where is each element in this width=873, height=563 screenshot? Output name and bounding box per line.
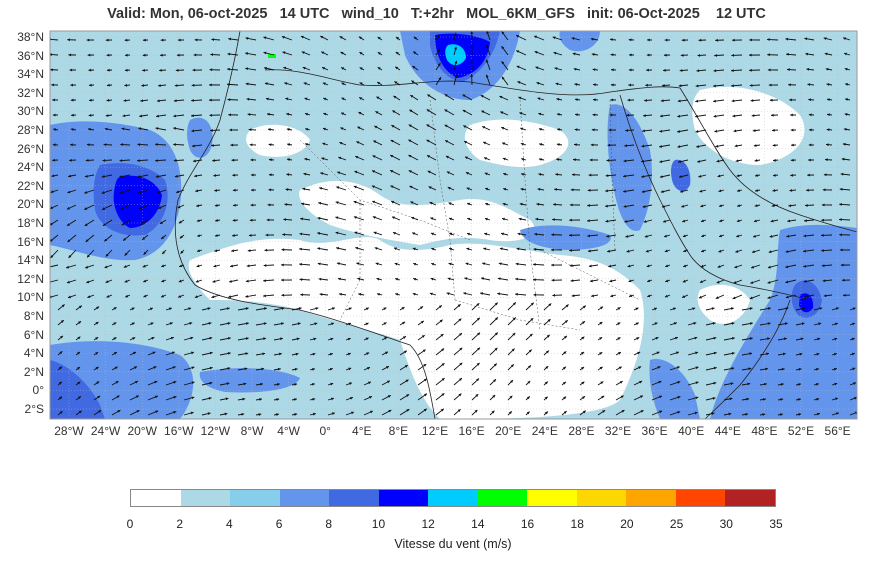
lat-label: 2°S	[24, 402, 44, 416]
colorbar-segment	[180, 490, 231, 506]
colorbar-tick-label: 30	[719, 517, 733, 531]
borders	[299, 99, 641, 331]
lon-label: 20°W	[127, 424, 157, 438]
lat-label: 4°N	[23, 346, 44, 361]
colorbar-title: Vitesse du vent (m/s)	[394, 537, 512, 551]
colorbar-segment	[675, 490, 726, 506]
lon-label: 16°W	[164, 424, 194, 438]
lat-label: 6°N	[23, 327, 44, 342]
lon-label: 24°W	[90, 424, 121, 438]
lat-label: 32°N	[17, 85, 44, 100]
colorbar-segment	[527, 490, 577, 506]
colorbar-tick-label: 18	[570, 517, 584, 531]
map-frame	[49, 30, 858, 420]
colorbar-tick-label: 12	[421, 517, 435, 531]
lat-label: 12°N	[17, 271, 44, 286]
lon-label: 44°E	[714, 424, 741, 438]
colorbar	[130, 489, 776, 507]
colorbar-tick-label: 2	[176, 517, 184, 531]
lat-label: 0°	[32, 383, 44, 398]
colorbar-tick-label: 4	[226, 517, 233, 531]
map-title: Valid: Mon, 06-oct-2025 14 UTC wind_10 T…	[107, 6, 766, 22]
colorbar-tick-label: 20	[620, 517, 634, 531]
coastlines	[174, 31, 857, 419]
lat-label: 22°N	[17, 178, 44, 193]
colorbar-tick-label: 6	[275, 517, 283, 531]
lat-label: 8°N	[23, 309, 44, 323]
lat-label: 30°N	[17, 104, 44, 119]
colorbar-tick-label: 0	[126, 517, 134, 531]
colorbar-tick-label: 14	[471, 517, 485, 531]
lat-label: 14°N	[17, 253, 44, 268]
lon-label: 12°W	[200, 424, 231, 438]
lon-label: 32°E	[604, 424, 632, 438]
colorbar-segment	[279, 490, 330, 506]
lat-label: 24°N	[17, 160, 44, 175]
lon-label: 8°W	[240, 424, 264, 438]
lat-label: 16°N	[17, 234, 44, 249]
lon-label: 12°E	[421, 424, 449, 438]
lat-label: 10°N	[17, 290, 44, 305]
lon-label: 24°E	[531, 424, 558, 438]
colorbar-segment	[576, 490, 627, 506]
wind-vectors	[50, 31, 857, 416]
lon-label: 56°E	[824, 424, 851, 438]
lon-label: 20°E	[495, 424, 522, 438]
lon-label: 48°E	[751, 424, 778, 438]
lon-label: 36°E	[641, 424, 668, 438]
colorbar-tick-label: 16	[520, 517, 535, 531]
lat-label: 20°N	[17, 197, 44, 212]
colorbar-segment	[378, 490, 429, 506]
lon-label: 16°E	[458, 424, 485, 438]
colorbar-segment	[230, 490, 280, 506]
colorbar-tick-label: 25	[669, 517, 684, 531]
lon-label: 28°W	[54, 424, 84, 438]
lon-label: 4°W	[277, 424, 300, 438]
lon-label: 52°E	[787, 424, 815, 438]
colorbar-segment	[725, 490, 775, 506]
lon-label: 28°E	[568, 424, 595, 438]
colorbar-tick-label: 8	[325, 517, 333, 531]
wind-map	[49, 30, 858, 420]
lon-label: 0°	[319, 424, 331, 438]
lon-label: 40°E	[678, 424, 705, 438]
colorbar-segment	[626, 490, 676, 506]
lat-label: 34°N	[17, 67, 44, 82]
colorbar-tick-label: 10	[371, 517, 386, 531]
lat-label: 28°N	[17, 123, 44, 137]
lon-label: 4°E	[352, 424, 372, 438]
lon-label: 8°E	[388, 424, 409, 438]
lat-label: 26°N	[17, 141, 44, 156]
colorbar-tick-label: 35	[769, 517, 783, 531]
colorbar-segment	[477, 490, 528, 506]
colorbar-segment	[329, 490, 379, 506]
colorbar-segment	[428, 490, 478, 506]
colorbar-segment	[131, 490, 181, 506]
lat-label: 36°N	[17, 48, 44, 63]
lat-label: 18°N	[17, 216, 44, 230]
lat-label: 2°N	[23, 364, 44, 379]
lat-label: 38°N	[17, 30, 44, 44]
